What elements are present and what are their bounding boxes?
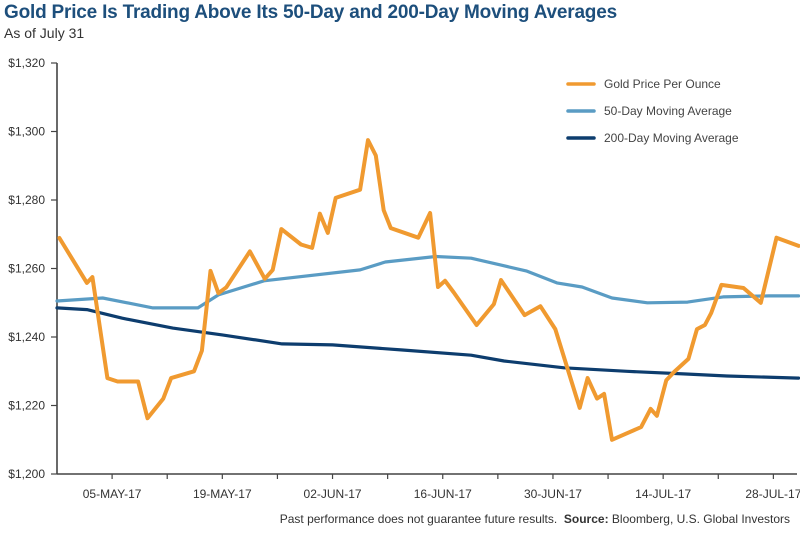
y-tick-label: $1,280	[8, 193, 45, 207]
y-tick-label: $1,320	[8, 56, 45, 70]
source-label: Source:	[563, 512, 609, 526]
y-tick-label: $1,300	[8, 125, 45, 139]
x-tick-label: 14-JUL-17	[635, 487, 691, 501]
chart-subtitle: As of July 31	[4, 25, 85, 41]
source-text: Bloomberg, U.S. Global Investors	[611, 512, 790, 526]
50-day-moving-average-line	[55, 254, 800, 310]
x-axis: 05-MAY-17 19-MAY-17 02-JUN-17 16-JUN-17 30-J…	[57, 473, 800, 501]
series-lines	[55, 138, 800, 442]
y-tick-label: $1,240	[8, 330, 45, 344]
x-tick-label: 19-MAY-17	[193, 487, 252, 501]
legend: Gold Price Per Ounce 50-Day Moving Averag…	[566, 77, 739, 145]
x-tick-label: 02-JUN-17	[304, 487, 362, 501]
gold-price-per-ounce-line	[57, 138, 800, 442]
y-tick-label: $1,260	[8, 262, 45, 276]
200-day-moving-average-line	[55, 306, 800, 380]
disclaimer-text: Past performance does not guarantee futu…	[279, 512, 558, 526]
x-tick-label: 30-JUN-17	[524, 487, 582, 501]
legend-label-gold-price-per-ounce: Gold Price Per Ounce	[604, 77, 721, 91]
footnote: Past performance does not guarantee futu…	[280, 512, 790, 526]
y-tick-label: $1,200	[8, 467, 45, 481]
x-tick-label: 16-JUN-17	[414, 487, 472, 501]
x-tick-label: 05-MAY-17	[83, 487, 142, 501]
legend-label-50-day-moving-average: 50-Day Moving Average	[604, 104, 732, 118]
x-tick-label: 28-JUL-17	[745, 487, 800, 501]
chart-title: Gold Price Is Trading Above Its 50-Day a…	[4, 2, 617, 23]
y-axis: $1,200 $1,220 $1,240 $1,260 $1,280 $1,300 $1,3…	[8, 56, 58, 481]
y-tick-label: $1,220	[8, 399, 45, 413]
legend-label-200-day-moving-average: 200-Day Moving Average	[604, 131, 739, 145]
